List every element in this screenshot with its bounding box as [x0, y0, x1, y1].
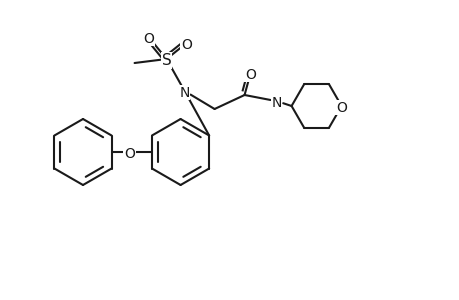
Text: N: N — [271, 95, 281, 110]
Text: O: O — [124, 146, 135, 161]
Text: O: O — [245, 68, 256, 82]
Text: S: S — [162, 53, 171, 68]
Text: O: O — [143, 32, 154, 46]
Text: N: N — [179, 85, 190, 100]
Text: O: O — [181, 38, 191, 52]
Text: O: O — [336, 100, 346, 115]
